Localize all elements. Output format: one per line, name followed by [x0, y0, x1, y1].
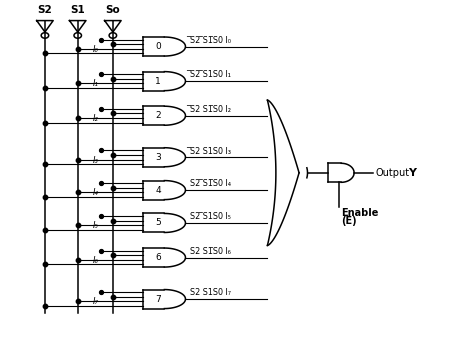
Text: I₄: I₄ — [93, 188, 99, 197]
Text: S2 ̅S1̅S0 I₄: S2 ̅S1̅S0 I₄ — [190, 180, 231, 188]
Text: 2: 2 — [155, 111, 161, 120]
Text: ̅S2 ̅S1S0 I₁: ̅S2 ̅S1S0 I₁ — [190, 70, 231, 80]
Text: 4: 4 — [155, 186, 161, 195]
Text: S1: S1 — [70, 5, 85, 15]
Text: S2 ̅S1S0 I₅: S2 ̅S1S0 I₅ — [190, 212, 231, 221]
Text: ̅S2 S1̅S0 I₂: ̅S2 S1̅S0 I₂ — [190, 105, 231, 114]
Text: I₅: I₅ — [93, 221, 99, 230]
Text: S2: S2 — [37, 5, 52, 15]
Text: I₇: I₇ — [93, 297, 99, 306]
Text: 7: 7 — [155, 295, 161, 303]
Text: 3: 3 — [155, 153, 161, 162]
Text: I₀: I₀ — [93, 45, 99, 54]
Text: S2 S1S0 I₇: S2 S1S0 I₇ — [190, 288, 231, 297]
Text: (E): (E) — [341, 216, 356, 226]
Text: Enable: Enable — [341, 208, 378, 218]
Text: Y: Y — [408, 168, 416, 178]
Text: S2 S1̅S0 I₆: S2 S1̅S0 I₆ — [190, 247, 231, 256]
Text: ̅S2 ̅S1̅S0 I₀: ̅S2 ̅S1̅S0 I₀ — [190, 36, 231, 45]
Text: ̅S2 S1S0 I₃: ̅S2 S1S0 I₃ — [190, 146, 231, 156]
Text: I₃: I₃ — [93, 156, 99, 165]
Text: 0: 0 — [155, 42, 161, 51]
Text: I₁: I₁ — [93, 80, 99, 88]
Text: Output: Output — [375, 168, 410, 178]
Text: I₆: I₆ — [93, 256, 99, 265]
Text: 5: 5 — [155, 219, 161, 227]
Text: So: So — [106, 5, 120, 15]
Text: 6: 6 — [155, 253, 161, 262]
Text: I₂: I₂ — [93, 114, 99, 123]
Text: 1: 1 — [155, 77, 161, 86]
